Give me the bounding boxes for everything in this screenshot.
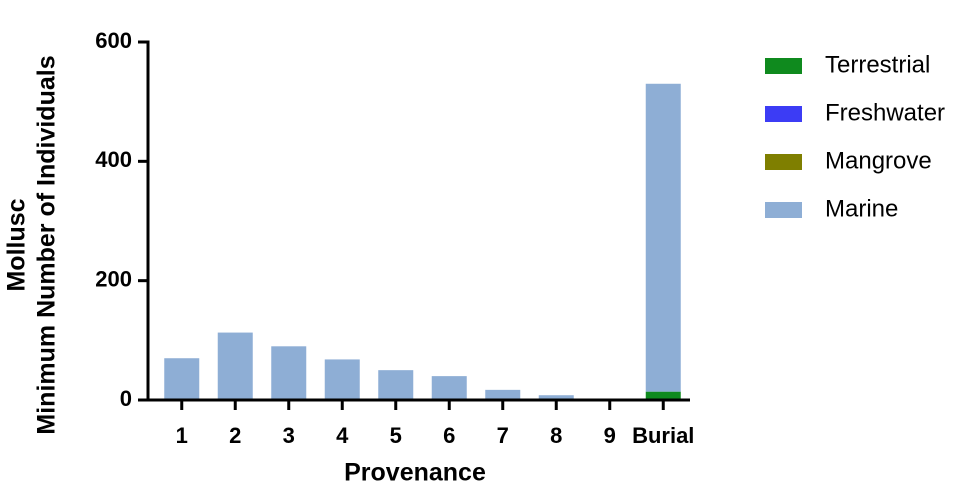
- bar-segment: [164, 358, 200, 400]
- x-axis-title: Provenance: [344, 459, 486, 487]
- bar-segment: [431, 376, 467, 400]
- bar-segment: [485, 389, 521, 400]
- x-tick-label: 7: [497, 423, 509, 448]
- bar-segment: [378, 370, 414, 400]
- legend-label: Freshwater: [825, 99, 945, 126]
- legend-label: Mangrove: [825, 147, 932, 174]
- bar-segment: [538, 395, 574, 400]
- x-tick-label: 6: [443, 423, 455, 448]
- bar-segment: [645, 391, 681, 400]
- y-tick-label: 400: [95, 147, 132, 172]
- y-tick-label: 0: [120, 386, 132, 411]
- legend-swatch: [765, 154, 802, 170]
- y-tick-label: 600: [95, 28, 132, 53]
- legend-swatch: [765, 106, 802, 122]
- x-tick-label: 3: [283, 423, 295, 448]
- legend-label: Marine: [825, 195, 898, 222]
- x-tick-label: 2: [229, 423, 241, 448]
- x-tick-label: 5: [390, 423, 402, 448]
- y-axis-title: Minimum Number of Individuals: [33, 55, 61, 434]
- y-axis-title: Mollusc: [3, 198, 31, 291]
- x-tick-label: Burial: [632, 423, 694, 448]
- y-tick-label: 200: [95, 266, 132, 291]
- bar-segment: [645, 83, 681, 392]
- legend-swatch: [765, 202, 802, 218]
- x-tick-label: 9: [604, 423, 616, 448]
- legend-swatch: [765, 58, 802, 74]
- bar-segment: [271, 346, 307, 400]
- legend-label: Terrestrial: [825, 51, 930, 78]
- x-tick-label: 8: [550, 423, 562, 448]
- x-tick-label: 1: [176, 423, 188, 448]
- x-tick-label: 4: [336, 423, 349, 448]
- bar-segment: [324, 359, 360, 400]
- bar-segment: [217, 332, 253, 400]
